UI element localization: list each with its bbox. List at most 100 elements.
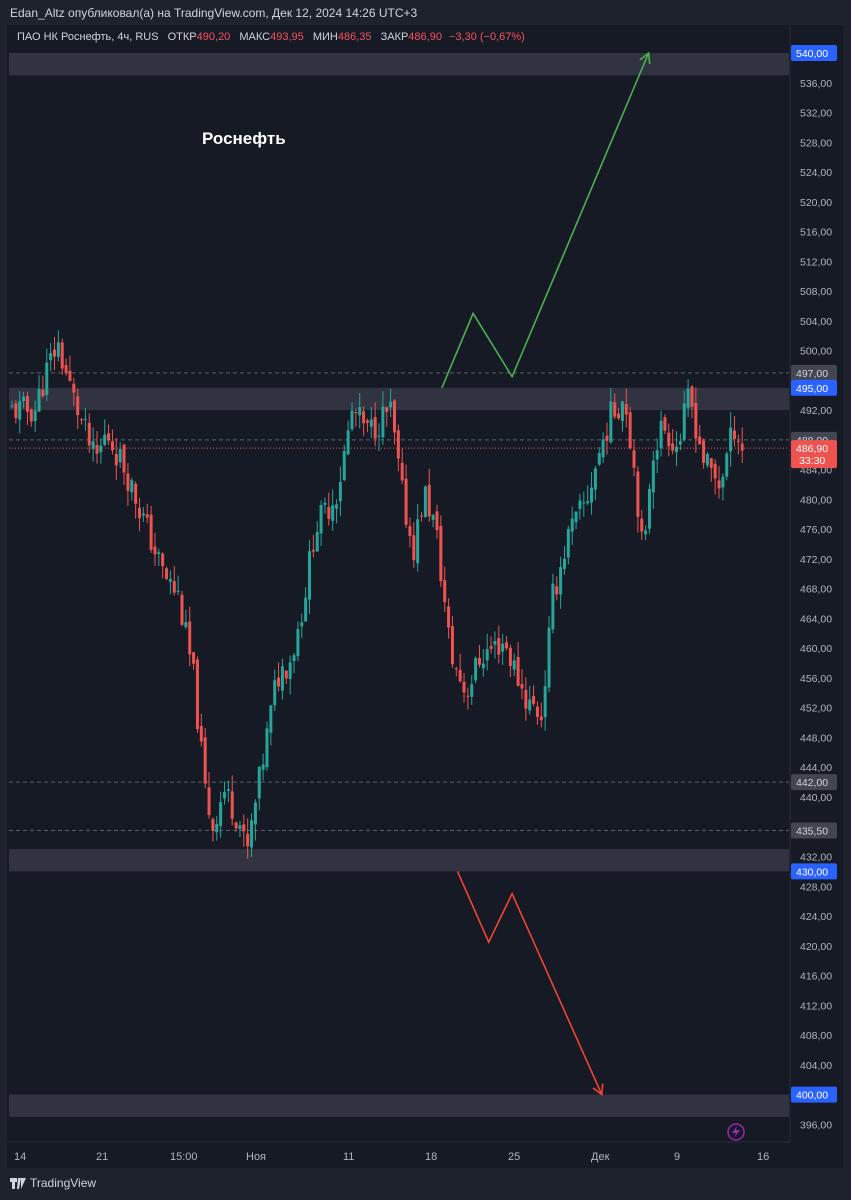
candle-body	[307, 551, 311, 600]
candle-body	[381, 406, 385, 438]
candle-body	[505, 642, 509, 649]
candle-body	[230, 791, 234, 819]
candle-body	[404, 478, 408, 525]
candle-body	[184, 622, 188, 628]
candle-body	[559, 567, 563, 595]
y-tick-label: 448,00	[800, 732, 832, 744]
candle-body	[729, 427, 733, 452]
candle-body	[389, 401, 393, 408]
candle-body	[10, 405, 14, 407]
candle-body	[698, 436, 702, 445]
candle-body	[721, 476, 725, 488]
candle-body	[454, 668, 458, 670]
candle-body	[64, 365, 68, 373]
open-label: ОТКР	[167, 31, 197, 43]
candle-body	[153, 546, 157, 555]
candle-body	[141, 513, 145, 516]
candle-body	[25, 395, 29, 412]
candle-body	[107, 433, 111, 441]
candle-body	[346, 430, 350, 455]
zone-1	[9, 387, 789, 411]
candle-body	[528, 699, 532, 711]
price-label: 430,00	[796, 866, 828, 878]
y-tick-label: 472,00	[800, 554, 832, 566]
candle-body	[512, 660, 516, 670]
candle-body	[261, 764, 265, 770]
y-tick-label: 460,00	[800, 643, 832, 655]
candle-body	[95, 445, 99, 454]
candle-body	[338, 481, 342, 502]
candle-body	[168, 578, 172, 582]
candle-body	[702, 440, 706, 463]
candlestick-chart[interactable]: Роснефть 396,00 400,00 404,00 408,00 412,00 41…	[7, 25, 843, 1168]
scenario-down-arrow	[456, 871, 603, 1095]
candle-body	[617, 413, 621, 419]
candle-body	[242, 824, 246, 832]
candle-body	[709, 458, 713, 468]
candle-body	[14, 403, 18, 419]
candle-body	[280, 666, 284, 691]
x-tick-label: Дек	[591, 1151, 610, 1163]
y-tick-label: 420,00	[800, 941, 832, 953]
candle-body	[377, 435, 381, 437]
candle-body	[423, 486, 427, 518]
y-tick-label: 504,00	[800, 316, 832, 328]
candle-body	[41, 389, 45, 397]
zone-0	[9, 53, 789, 76]
zone-3	[9, 1094, 789, 1117]
y-tick-label: 456,00	[800, 673, 832, 685]
candle-body	[412, 535, 416, 561]
price-label-box	[791, 45, 837, 61]
candle-body	[60, 342, 64, 369]
candle-body	[45, 362, 49, 396]
candle-body	[458, 669, 462, 682]
y-tick-label: 500,00	[800, 346, 832, 358]
candle-body	[474, 658, 478, 681]
candle-body	[663, 417, 667, 431]
candle-body	[122, 444, 126, 473]
candle-body	[238, 825, 242, 830]
candle-body	[222, 792, 226, 799]
candle-body	[439, 525, 443, 582]
candle-body	[671, 443, 675, 451]
candle-body	[667, 432, 671, 447]
candle-body	[574, 511, 578, 523]
candle-body	[497, 638, 501, 655]
candle-body	[292, 655, 296, 661]
chart-frame[interactable]: Роснефть 396,00 400,00 404,00 408,00 412,00 41…	[7, 25, 843, 1168]
candle-body	[582, 502, 586, 504]
candle-body	[520, 684, 524, 689]
x-tick-label: 15:00	[170, 1151, 198, 1163]
price-label-box	[791, 822, 837, 839]
candle-body	[165, 568, 169, 579]
candle-body	[481, 663, 485, 669]
candle-body	[385, 407, 389, 412]
candle-body	[690, 386, 694, 407]
y-tick-label: 468,00	[800, 584, 832, 596]
candle-body	[605, 435, 609, 441]
candle-body	[137, 507, 141, 519]
candle-body	[601, 439, 605, 458]
candle-body	[416, 519, 420, 564]
footer-brand[interactable]: TradingView	[10, 1176, 96, 1190]
close-value: 486,90	[408, 31, 442, 43]
candle-body	[145, 514, 149, 518]
x-tick-label: 18	[425, 1151, 437, 1163]
candle-body	[675, 446, 679, 453]
candle-body	[203, 737, 207, 784]
scenario-up-arrow	[441, 52, 650, 389]
candle-body	[705, 453, 709, 466]
candle-body	[470, 684, 474, 697]
lightning-bolt-icon	[732, 1126, 740, 1138]
high-value: 493,95	[270, 31, 304, 43]
y-tick-label: 416,00	[800, 971, 832, 983]
candle-body	[365, 420, 369, 423]
price-label: 495,00	[796, 383, 828, 395]
candle-body	[682, 403, 686, 440]
candle-body	[296, 629, 300, 657]
candle-body	[609, 401, 613, 443]
candle-body	[56, 342, 60, 357]
lightning-icon[interactable]	[727, 1123, 745, 1141]
candle-body	[431, 515, 435, 520]
price-label: 435,50	[796, 825, 828, 837]
